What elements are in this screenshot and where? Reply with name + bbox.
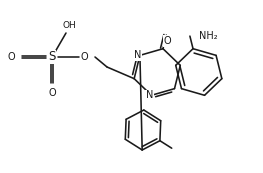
Text: S: S: [48, 51, 56, 63]
Text: O: O: [164, 36, 171, 46]
Text: O: O: [48, 88, 56, 98]
Text: N: N: [134, 50, 141, 60]
Text: O: O: [80, 52, 88, 62]
Text: NH₂: NH₂: [199, 31, 218, 41]
Text: N: N: [146, 90, 153, 100]
Text: O: O: [7, 52, 15, 62]
Text: OH: OH: [62, 21, 76, 30]
